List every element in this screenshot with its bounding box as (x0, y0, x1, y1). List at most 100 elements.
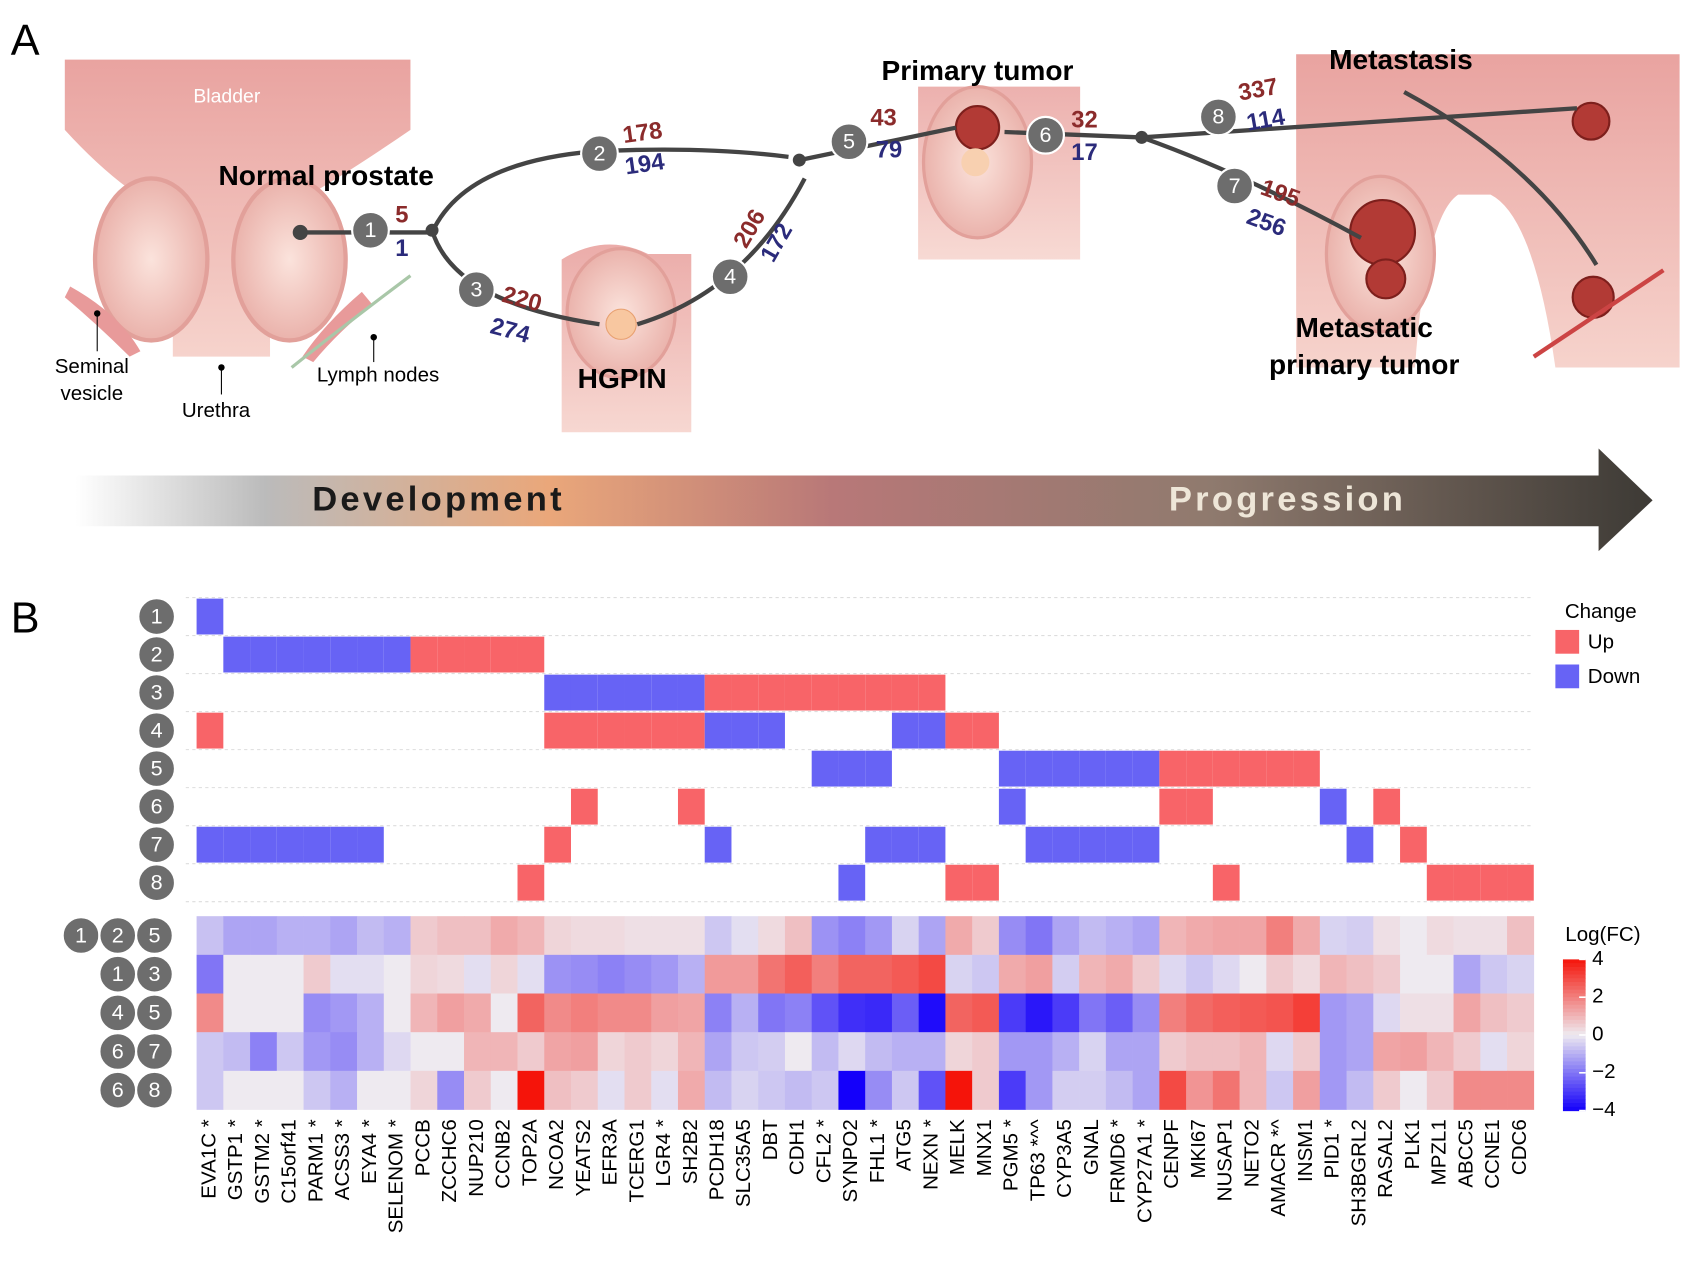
logfc-cell (490, 916, 518, 956)
gene-label: MKI67 (1187, 1119, 1210, 1178)
logfc-cell (276, 1070, 304, 1110)
logfc-cell (276, 916, 304, 956)
change-cell (624, 789, 651, 825)
logfc-cell (945, 993, 973, 1033)
change-cell (1079, 637, 1106, 673)
gene-label: CYP27A1 * (1133, 1119, 1156, 1223)
step-id: 6 (112, 1077, 124, 1102)
change-cell (758, 865, 785, 901)
gene-label: GSTM2 * (251, 1119, 274, 1203)
change-cell (223, 865, 250, 901)
change-cell (812, 713, 839, 749)
logfc-cell (196, 954, 224, 994)
change-cell (223, 713, 250, 749)
change-cell (838, 789, 865, 825)
change-cell (1320, 751, 1347, 787)
panel-label: A (11, 17, 40, 65)
step-id: 3 (470, 276, 482, 301)
logfc-cell (998, 1070, 1026, 1110)
logfc-cell (303, 916, 331, 956)
change-cell (1079, 826, 1106, 863)
step-circle (137, 863, 177, 903)
logfc-cell (1079, 1032, 1107, 1072)
logfc-cell (731, 1032, 759, 1072)
progress-arrow (75, 448, 1653, 552)
step-id: 6 (1040, 122, 1052, 147)
colorbar-step (1562, 1050, 1586, 1055)
gene-label: EFR3A (599, 1119, 622, 1185)
change-cell (357, 751, 384, 787)
change-cell (624, 751, 651, 787)
change-cell (1026, 675, 1053, 711)
logfc-cell (1212, 1032, 1240, 1072)
logfc-cell (1319, 954, 1347, 994)
change-cell (250, 636, 277, 673)
change-cell (518, 599, 545, 635)
step-id: 7 (1229, 173, 1241, 198)
change-cell (1026, 637, 1053, 673)
change-cell (330, 675, 357, 711)
logfc-cell (517, 954, 545, 994)
logfc-cell (597, 916, 625, 956)
down-count: 274 (487, 312, 533, 349)
change-cell (570, 674, 598, 711)
change-cell (1079, 789, 1106, 825)
change-cell (624, 712, 652, 749)
change-cell (1025, 826, 1053, 863)
change-cell (597, 674, 625, 711)
change-cell (384, 865, 411, 901)
change-cell (1212, 750, 1240, 787)
gene-label: ATG5 (893, 1119, 916, 1171)
logfc-cell (303, 1070, 331, 1110)
change-cell (785, 789, 812, 825)
change-cell (758, 674, 785, 711)
change-cell (785, 599, 812, 635)
logfc-cell (1293, 1032, 1321, 1072)
logfc-cell (383, 916, 411, 956)
logfc-cell (677, 1070, 706, 1110)
colorbar-step (1562, 1091, 1586, 1097)
change-cell (624, 865, 651, 901)
change-cell (1427, 789, 1454, 825)
change-cell (1133, 675, 1160, 711)
change-cell (1320, 675, 1347, 711)
change-cell (1400, 713, 1427, 749)
change-cell (1454, 599, 1481, 635)
gene-label: YEATS2 (572, 1119, 595, 1196)
logfc-cell (651, 954, 679, 994)
logfc-cell (1079, 1070, 1107, 1110)
gene-label: PLK1 (1401, 1119, 1424, 1169)
change-cell (999, 637, 1026, 673)
change-cell (1026, 713, 1053, 749)
logfc-cell (865, 916, 893, 956)
change-cell (892, 751, 919, 787)
logfc-cell (811, 954, 839, 994)
change-cell (972, 637, 999, 673)
change-cell (945, 712, 973, 749)
logfc-cell (811, 916, 839, 956)
change-cell (731, 865, 758, 901)
change-cell (865, 789, 892, 825)
logfc-cell (1346, 993, 1374, 1033)
change-cell (731, 712, 759, 749)
change-cell (571, 637, 598, 673)
change-cell (678, 751, 705, 787)
change-cell (1480, 713, 1507, 749)
change-cell (304, 789, 331, 825)
logfc-cell (1079, 993, 1107, 1033)
down-count: 114 (1244, 103, 1287, 136)
logfc-cell (490, 1070, 518, 1110)
logfc-cell (784, 993, 813, 1033)
change-cell (1240, 637, 1267, 673)
step-id: 7 (148, 1038, 160, 1063)
change-cell (1320, 599, 1347, 635)
change-cell (250, 789, 277, 825)
change-cell (1373, 865, 1400, 901)
logfc-cell (357, 1032, 385, 1072)
change-cell (1266, 750, 1294, 787)
change-cell (277, 713, 304, 749)
logfc-cell (865, 954, 893, 994)
change-cell (196, 598, 224, 635)
change-cell (1106, 675, 1133, 711)
logfc-cell (250, 1070, 278, 1110)
